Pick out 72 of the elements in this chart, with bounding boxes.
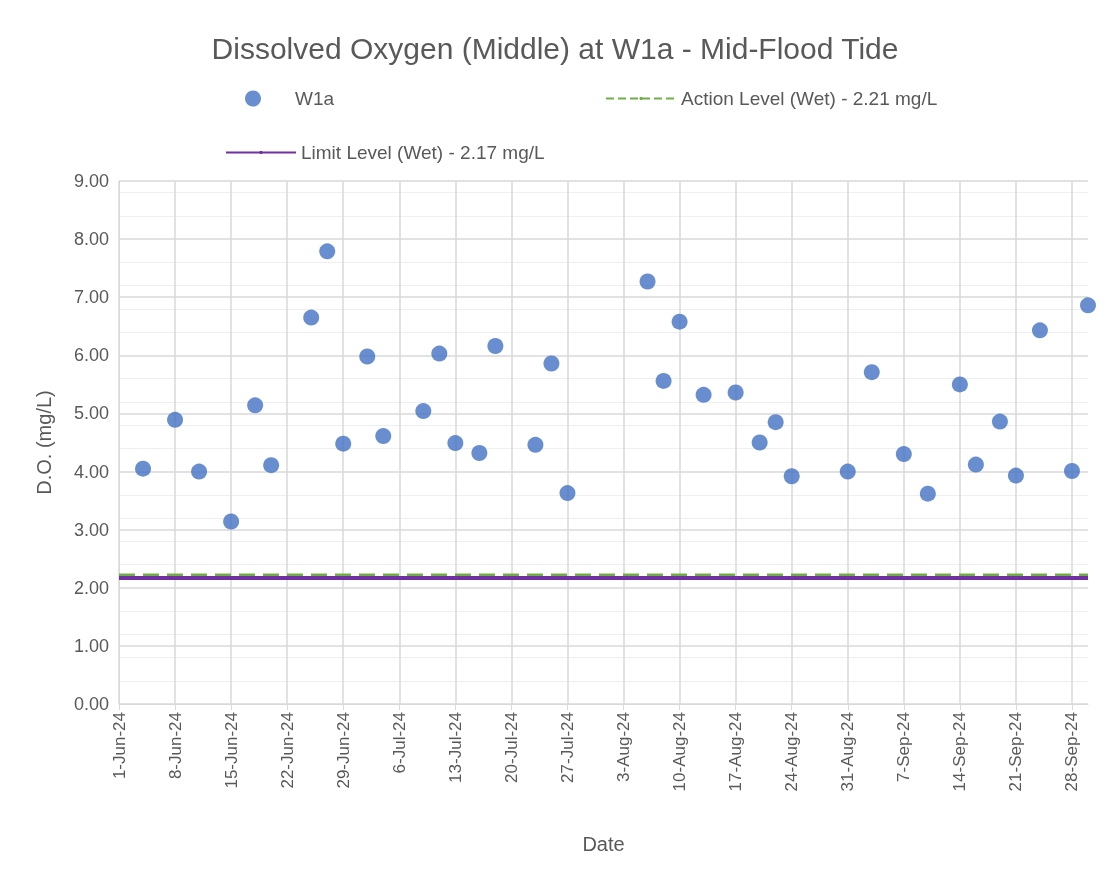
x-tick-label: 7-Sep-24 bbox=[894, 712, 914, 782]
y-tick-label: 7.00 bbox=[73, 287, 109, 308]
point bbox=[135, 460, 152, 477]
y-tick-label: 6.00 bbox=[73, 345, 109, 366]
y-tick-label: 3.00 bbox=[73, 519, 109, 540]
point bbox=[359, 348, 376, 365]
point bbox=[671, 313, 688, 330]
point bbox=[919, 485, 936, 502]
x-tick-label: 22-Jun-24 bbox=[277, 712, 297, 789]
point bbox=[727, 384, 744, 401]
x-tick-label: 21-Sep-24 bbox=[1006, 712, 1026, 792]
point bbox=[767, 414, 784, 431]
y-tick-label: 4.00 bbox=[73, 461, 109, 482]
y-axis-title: D.O. (mg/L) bbox=[33, 390, 55, 495]
point bbox=[447, 435, 464, 452]
y-tick-label: 9.00 bbox=[73, 171, 109, 191]
point bbox=[559, 485, 576, 502]
point bbox=[487, 338, 504, 355]
y-tick-label: 1.00 bbox=[73, 635, 109, 656]
point bbox=[895, 446, 912, 463]
point bbox=[431, 345, 448, 362]
x-tick-label: 28-Sep-24 bbox=[1062, 712, 1082, 792]
point bbox=[1064, 462, 1080, 479]
x-tick-label: 1-Jun-24 bbox=[109, 712, 129, 780]
x-tick-label: 27-Jul-24 bbox=[557, 712, 577, 783]
point bbox=[991, 413, 1008, 430]
point bbox=[543, 355, 560, 372]
point bbox=[375, 428, 392, 445]
legend-label: Action Level (Wet) - 2.21 mg/L bbox=[681, 88, 938, 109]
legend-label: Limit Level (Wet) - 2.17 mg/L bbox=[301, 142, 545, 163]
chart-title: Dissolved Oxygen (Middle) at W1a - Mid-Flood Tide bbox=[211, 31, 899, 65]
point bbox=[1007, 467, 1024, 484]
point bbox=[167, 411, 184, 428]
y-tick-label: 2.00 bbox=[73, 577, 109, 598]
point bbox=[967, 456, 984, 473]
x-tick-label: 31-Aug-24 bbox=[838, 712, 858, 792]
point bbox=[863, 364, 880, 381]
x-tick-label: 14-Sep-24 bbox=[950, 712, 970, 792]
point bbox=[247, 397, 264, 414]
x-tick-label: 24-Aug-24 bbox=[782, 712, 802, 792]
x-tick-label: 15-Jun-24 bbox=[221, 712, 241, 789]
point bbox=[471, 444, 488, 461]
point bbox=[695, 386, 712, 403]
y-tick-label: 5.00 bbox=[73, 403, 109, 424]
legend-label: W1a bbox=[295, 88, 335, 109]
point bbox=[839, 463, 856, 480]
point bbox=[527, 436, 544, 453]
x-tick-label: 8-Jun-24 bbox=[165, 712, 185, 780]
x-tick-label: 3-Aug-24 bbox=[614, 712, 634, 782]
point bbox=[655, 372, 672, 389]
point bbox=[263, 457, 280, 474]
point bbox=[191, 463, 208, 480]
x-tick-label: 29-Jun-24 bbox=[333, 712, 353, 789]
point bbox=[319, 243, 336, 260]
point bbox=[415, 403, 432, 420]
x-tick-label: 20-Jul-24 bbox=[501, 712, 521, 783]
x-axis-title: Date bbox=[582, 833, 625, 855]
point bbox=[783, 468, 800, 485]
point bbox=[639, 273, 656, 290]
x-tick-label: 17-Aug-24 bbox=[726, 712, 746, 792]
point bbox=[335, 435, 352, 452]
x-tick-label: 10-Aug-24 bbox=[670, 712, 690, 792]
point bbox=[951, 376, 968, 393]
x-tick-label: 6-Jul-24 bbox=[389, 712, 409, 774]
y-tick-label: 0.00 bbox=[73, 694, 109, 714]
point bbox=[303, 309, 320, 326]
y-tick-label: 8.00 bbox=[73, 229, 109, 250]
x-tick-label: 13-Jul-24 bbox=[445, 712, 465, 783]
point bbox=[223, 513, 240, 530]
point bbox=[1080, 297, 1096, 314]
point bbox=[1031, 322, 1048, 339]
point bbox=[751, 434, 768, 451]
